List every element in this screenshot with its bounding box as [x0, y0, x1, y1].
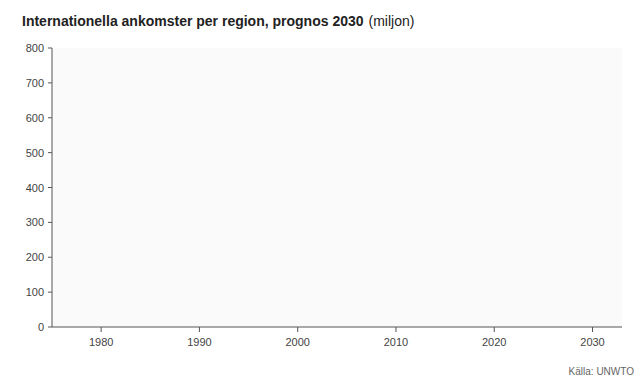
- x-tick-label: 1980: [89, 336, 113, 348]
- y-tick: [48, 327, 52, 328]
- x-tick: [395, 327, 396, 332]
- y-tick-label: 800: [26, 42, 44, 54]
- y-tick-label: 500: [26, 147, 44, 159]
- source: Källa: UNWTO: [569, 366, 635, 377]
- y-tick: [48, 187, 52, 188]
- x-axis-line: [52, 327, 622, 328]
- plot-area: [52, 48, 622, 327]
- x-tick-label: 2020: [482, 336, 506, 348]
- y-tick: [48, 257, 52, 258]
- y-tick-label: 0: [38, 321, 44, 333]
- subtitle: (miljon): [369, 13, 415, 29]
- y-tick-label: 600: [26, 112, 44, 124]
- x-tick: [494, 327, 495, 332]
- y-tick-label: 400: [26, 182, 44, 194]
- title: Internationella ankomster per region, pr…: [22, 13, 364, 29]
- x-tick: [199, 327, 200, 332]
- y-tick-label: 300: [26, 216, 44, 228]
- chart: Internationella ankomster per region, pr…: [0, 0, 644, 385]
- x-tick-label: 1990: [187, 336, 211, 348]
- y-tick: [48, 222, 52, 223]
- y-tick: [48, 82, 52, 83]
- x-tick-label: 2030: [580, 336, 604, 348]
- x-tick: [297, 327, 298, 332]
- y-tick: [48, 292, 52, 293]
- x-tick: [592, 327, 593, 332]
- y-tick: [48, 48, 52, 49]
- x-tick-label: 2010: [384, 336, 408, 348]
- y-tick-label: 700: [26, 77, 44, 89]
- x-tick-label: 2000: [285, 336, 309, 348]
- y-tick: [48, 117, 52, 118]
- y-tick: [48, 152, 52, 153]
- y-tick-label: 100: [26, 286, 44, 298]
- x-tick: [101, 327, 102, 332]
- y-tick-label: 200: [26, 251, 44, 263]
